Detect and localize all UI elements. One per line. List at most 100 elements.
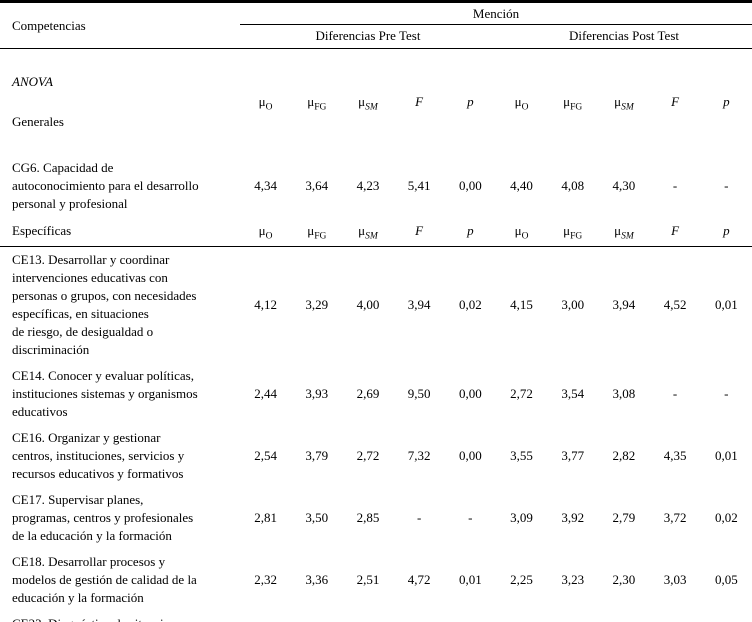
value-cell: 3,95 [342, 611, 393, 622]
row-ce16: CE16. Organizar y gestionar centros, ins… [0, 425, 752, 487]
value-cell: 4,52 [663, 297, 687, 312]
stat-header-mu-o: μO [258, 94, 273, 113]
value-cell: 4,00 [356, 297, 380, 312]
value-cell: 0,02 [458, 297, 482, 312]
value-cell: 3,29 [305, 297, 329, 312]
column-header-competencias: Competencias [0, 1, 240, 49]
value-cell: 4,08 [561, 178, 585, 193]
value-cell: 0,01 [458, 572, 482, 587]
row-label-ce17: CE17. Supervisar planes, programas, cent… [12, 492, 194, 543]
value-cell: 2,92 [547, 611, 598, 622]
value-cell: 3,64 [305, 178, 329, 193]
value-cell: 2,72 [356, 448, 380, 463]
value-cell: 5,75 [650, 611, 701, 622]
value-cell: 3,00 [561, 297, 585, 312]
stat-header-p: p [444, 217, 496, 247]
value-cell: - [672, 386, 678, 401]
value-cell: 4,30 [612, 178, 636, 193]
value-cell: 0,00 [458, 386, 482, 401]
value-cell: 2,69 [356, 386, 380, 401]
value-cell: 3,93 [305, 386, 329, 401]
stat-header-mu-fg: μFG [563, 94, 583, 113]
value-cell: 0,01 [714, 297, 738, 312]
value-cell: 0,05 [714, 572, 738, 587]
value-cell: 2,54 [254, 448, 277, 463]
column-group-header-pre-test: Diferencias Pre Test [240, 24, 496, 49]
stat-header-p: p [700, 217, 752, 247]
value-cell: 4,35 [663, 448, 687, 463]
stat-header-p: p [467, 94, 474, 109]
value-cell: 3,36 [305, 572, 329, 587]
value-cell: 3,14 [291, 611, 342, 622]
header-row-pre-post: Diferencias Pre Test Diferencias Post Te… [0, 24, 752, 49]
value-cell: 3,94 [612, 297, 636, 312]
value-cell: 0,00 [701, 611, 752, 622]
stat-header-mu-fg: μFG [307, 94, 327, 113]
stat-header-f: F [671, 94, 680, 109]
value-cell: 4,72 [407, 572, 431, 587]
value-cell: 2,51 [356, 572, 380, 587]
section-label-anova-generales: ANOVA Generales [0, 49, 240, 156]
value-cell: 4,34 [254, 178, 277, 193]
value-cell: 0,01 [714, 448, 738, 463]
value-cell: 0,00 [458, 178, 482, 193]
value-cell: - [672, 178, 678, 193]
value-cell: 2,82 [612, 448, 636, 463]
value-cell: 4,03 [240, 611, 291, 622]
value-cell: - [468, 510, 473, 525]
section-row-especificas: Específicas μO μFG μSM F p μO μFG μSM F … [0, 217, 752, 247]
stat-header-mu-fg: μFG [547, 217, 599, 247]
stat-header-mu-o: μO [240, 217, 292, 247]
value-cell: 2,44 [254, 386, 277, 401]
generales-label: Generales [12, 114, 64, 129]
value-cell: 5,41 [407, 178, 431, 193]
row-cg6: CG6. Capacidad de autoconocimiento para … [0, 155, 752, 217]
row-label-cg6: CG6. Capacidad de autoconocimiento para … [12, 160, 199, 211]
anova-label: ANOVA [12, 74, 53, 89]
value-cell: 4,03 [598, 611, 649, 622]
value-cell: 3,55 [510, 448, 533, 463]
column-group-header-post-test: Diferencias Post Test [495, 24, 752, 49]
especificas-label: Específicas [0, 217, 240, 247]
value-cell: 3,08 [612, 386, 636, 401]
row-label-ce16: CE16. Organizar y gestionar centros, ins… [12, 430, 185, 481]
value-cell: 2,85 [356, 510, 380, 525]
stat-header-mu-sm: μSM [342, 217, 394, 247]
value-cell: - [416, 510, 422, 525]
section-row-generales: ANOVA Generales μO μFG μSM F p μO μFG μS… [0, 49, 752, 156]
row-ce17: CE17. Supervisar planes, programas, cent… [0, 487, 752, 549]
value-cell: 4,17 [496, 611, 547, 622]
value-cell: 2,81 [254, 510, 277, 525]
value-cell: 3,50 [305, 510, 329, 525]
value-cell: - [724, 178, 729, 193]
row-ce23: CE23. Diagnóstico de situaciones complej… [0, 611, 752, 622]
value-cell: 3,03 [663, 572, 687, 587]
value-cell: 7,32 [407, 448, 431, 463]
value-cell: 4,12 [254, 297, 277, 312]
value-cell: 3,54 [561, 386, 585, 401]
stat-header-f: F [649, 217, 701, 247]
column-group-header-mencion: Mención [240, 1, 752, 25]
row-label-ce23: CE23. Diagnóstico de situaciones complej… [0, 611, 240, 622]
value-cell: 2,79 [612, 510, 636, 525]
stat-header-mu-o: μO [495, 217, 548, 247]
row-label-ce18: CE18. Desarrollar procesos y modelos de … [12, 554, 197, 605]
value-cell: 4,40 [510, 178, 533, 193]
row-ce13: CE13. Desarrollar y coordinar intervenci… [0, 247, 752, 364]
value-cell: 0,02 [714, 510, 738, 525]
value-cell: 0,03 [445, 611, 496, 622]
stat-header-mu-sm: μSM [598, 217, 650, 247]
value-cell: 4,15 [510, 297, 533, 312]
stat-header-mu-o: μO [514, 94, 529, 113]
header-row-mencion: Competencias Mención [0, 1, 752, 49]
stat-header-mu-sm: μSM [614, 94, 634, 113]
row-ce14: CE14. Conocer y evaluar políticas, insti… [0, 363, 752, 425]
row-label-ce13: CE13. Desarrollar y coordinar intervenci… [12, 252, 197, 357]
stat-header-f: F [415, 94, 424, 109]
value-cell: 2,72 [510, 386, 533, 401]
row-ce18: CE18. Desarrollar procesos y modelos de … [0, 549, 752, 611]
value-cell: 3,72 [663, 510, 687, 525]
value-cell: - [724, 386, 729, 401]
